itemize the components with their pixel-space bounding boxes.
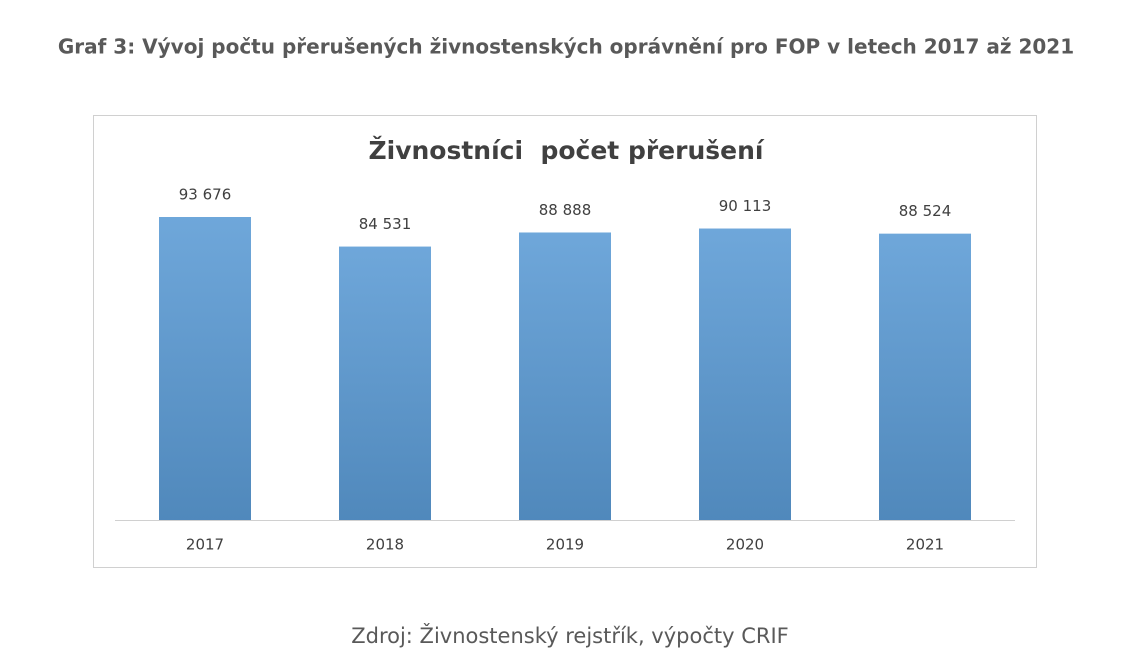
page-title: Graf 3: Vývoj počtu přerušených živnoste… bbox=[58, 35, 1074, 59]
x-tick-label: 2019 bbox=[546, 536, 584, 554]
bar bbox=[879, 233, 971, 520]
bar bbox=[339, 246, 431, 520]
x-tick-label: 2020 bbox=[726, 536, 764, 554]
value-label: 84 531 bbox=[359, 215, 412, 233]
value-label: 93 676 bbox=[179, 186, 232, 204]
value-label: 90 113 bbox=[719, 197, 772, 215]
x-tick-label: 2021 bbox=[906, 536, 944, 554]
bar bbox=[159, 217, 251, 520]
chart-title: Živnostníci počet přerušení bbox=[369, 136, 765, 165]
bar bbox=[519, 232, 611, 520]
value-label: 88 524 bbox=[899, 202, 952, 220]
x-tick-label: 2018 bbox=[366, 536, 404, 554]
source: Zdroj: Živnostenský rejstřík, výpočty CR… bbox=[351, 623, 789, 648]
value-label: 88 888 bbox=[539, 201, 592, 219]
x-tick-label: 2017 bbox=[186, 536, 224, 554]
bar bbox=[699, 228, 791, 520]
